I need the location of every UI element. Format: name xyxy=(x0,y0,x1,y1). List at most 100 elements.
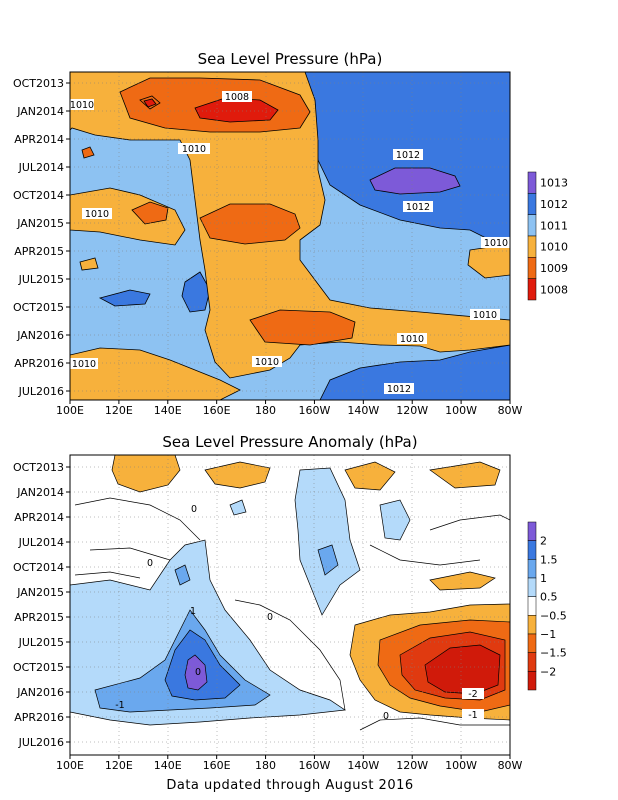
anomaly-contour-label: 0 xyxy=(383,711,389,722)
colorbar-label: −1.5 xyxy=(540,647,567,660)
y-tick-label: JAN2016 xyxy=(16,329,64,342)
slp-contour-label: 1012 xyxy=(396,150,420,161)
colorbar-swatch xyxy=(527,615,537,635)
anomaly-region-pos-east xyxy=(379,499,411,541)
anomaly-x-axis: 100E 120E 140E 160E 180 160W 140W 120W 100W 80W xyxy=(56,755,523,772)
x-tick-label: 140W xyxy=(347,404,379,417)
anomaly-contour-label: 0 xyxy=(147,558,153,569)
x-tick-label: 100E xyxy=(56,759,84,772)
colorbar-label: 0.5 xyxy=(540,591,558,604)
anomaly-colorbar: 2 1.5 1 0.5 −0.5 −1 −1.5 −2 xyxy=(527,521,567,691)
x-tick-label: 160E xyxy=(203,759,231,772)
slp-field xyxy=(70,72,510,400)
colorbar-label: 2 xyxy=(540,535,547,548)
x-tick-label: 120E xyxy=(105,759,133,772)
x-tick-label: 120E xyxy=(105,404,133,417)
slp-contour-labels: 1008 1010 1010 1012 1012 1010 1010 1010 … xyxy=(70,91,510,395)
slp-region-1009-southwest xyxy=(70,347,241,400)
slp-region-1011-west2 xyxy=(181,271,211,313)
anomaly-zero-contours xyxy=(74,497,510,731)
x-tick-label: 80W xyxy=(498,404,523,417)
colorbar-swatch xyxy=(527,214,537,237)
colorbar-label: 1010 xyxy=(540,241,568,254)
y-tick-label: APR2016 xyxy=(14,357,64,370)
colorbar-label: 1.5 xyxy=(540,553,558,566)
y-tick-label: OCT2014 xyxy=(13,189,64,202)
slp-contour-label: 1010 xyxy=(72,359,96,370)
colorbar-label: 1012 xyxy=(540,198,568,211)
slp-region-1008-east xyxy=(249,309,356,346)
y-tick-label: JUL2014 xyxy=(18,536,64,549)
slp-contour-label: 1010 xyxy=(473,310,497,321)
y-tick-label: JUL2016 xyxy=(18,736,64,749)
slp-region-1009-west xyxy=(70,187,186,246)
y-tick-label: OCT2013 xyxy=(13,77,64,90)
colorbar-label: −1 xyxy=(540,628,556,641)
slp-contour-label: 1010 xyxy=(85,209,109,220)
slp-region-1012 xyxy=(369,167,461,195)
colorbar-label: 1013 xyxy=(540,177,568,190)
colorbar-label: 1009 xyxy=(540,262,568,275)
anomaly-contour-label: -1 xyxy=(115,700,124,711)
x-tick-label: 100W xyxy=(445,404,477,417)
anomaly-contour-label: -1 xyxy=(468,710,477,721)
slp-contour-label: 1010 xyxy=(182,144,206,155)
y-tick-label: OCT2015 xyxy=(13,661,64,674)
anomaly-contour-label: 0 xyxy=(267,612,273,623)
slp-panel: Sea Level Pressure (hPa) xyxy=(13,50,568,417)
slp-contour-label: 1010 xyxy=(400,334,424,345)
x-tick-label: 160E xyxy=(203,404,231,417)
y-tick-label: APR2014 xyxy=(14,133,64,146)
colorbar-swatch xyxy=(527,596,537,616)
colorbar-swatch xyxy=(527,559,537,579)
footer-note: Data updated through August 2016 xyxy=(166,778,413,793)
x-tick-label: 100W xyxy=(445,759,477,772)
anomaly-region-pos-central xyxy=(294,467,361,616)
anomaly-region-neg-north1 xyxy=(111,455,181,493)
colorbar-swatch xyxy=(527,278,537,301)
y-tick-label: APR2016 xyxy=(14,711,64,724)
slp-contour-label: 1010 xyxy=(484,238,508,249)
x-tick-label: 120W xyxy=(396,404,428,417)
colorbar-swatch xyxy=(527,521,537,541)
anomaly-y-axis: OCT2013 JAN2014 APR2014 JUL2014 OCT2014 JAN20… xyxy=(13,461,70,749)
colorbar-swatch xyxy=(527,540,537,560)
slp-region-1009-small xyxy=(79,257,99,271)
y-tick-label: APR2015 xyxy=(14,245,64,258)
x-tick-label: 140E xyxy=(154,404,182,417)
colorbar-label: −2 xyxy=(540,665,556,678)
colorbar-swatch xyxy=(527,235,537,258)
anomaly-region-neg-mid xyxy=(429,571,496,591)
colorbar-swatch xyxy=(527,193,537,215)
anomaly-region-neg-north2 xyxy=(204,461,271,489)
y-tick-label: JAN2014 xyxy=(16,105,64,118)
slp-contour-label: 1008 xyxy=(225,92,249,103)
slp-region-1008-west xyxy=(131,201,169,225)
y-tick-label: JAN2015 xyxy=(16,586,64,599)
anomaly-region-pos-small xyxy=(229,499,247,516)
slp-y-axis: OCT2013 JAN2014 APR2014 JUL2014 OCT2014 JAN20… xyxy=(13,77,70,398)
colorbar-swatch xyxy=(527,633,537,653)
colorbar-swatch xyxy=(527,577,537,597)
x-tick-label: 180 xyxy=(255,404,276,417)
anomaly-contour-label: -2 xyxy=(468,689,477,700)
anomaly-region-pos-2 xyxy=(184,654,208,691)
anomaly-region-pos-1-north xyxy=(174,564,191,586)
colorbar-label: 1 xyxy=(540,572,547,585)
anomaly-plot-frame xyxy=(69,454,511,756)
slp-region-1011-west xyxy=(98,289,151,307)
slp-x-axis: 100E 120E 140E 160E 180 160W 140W 120W 100W 80W xyxy=(56,400,523,417)
y-tick-label: OCT2014 xyxy=(13,561,64,574)
slp-region-1011-southeast xyxy=(319,344,510,400)
slp-contour-label: 1010 xyxy=(255,357,279,368)
colorbar-label: 1011 xyxy=(540,219,568,232)
x-tick-label: 160W xyxy=(299,759,331,772)
colorbar-label: 1008 xyxy=(540,283,568,296)
anomaly-contour-label: 0 xyxy=(191,504,197,515)
anomaly-region-neg-east-2 xyxy=(424,644,501,695)
x-tick-label: 140W xyxy=(347,759,379,772)
slp-region-1008-dot2 xyxy=(81,146,95,159)
colorbar-swatch xyxy=(527,171,537,194)
slp-anomaly-panel: Sea Level Pressure Anomaly (hPa) xyxy=(13,433,567,772)
